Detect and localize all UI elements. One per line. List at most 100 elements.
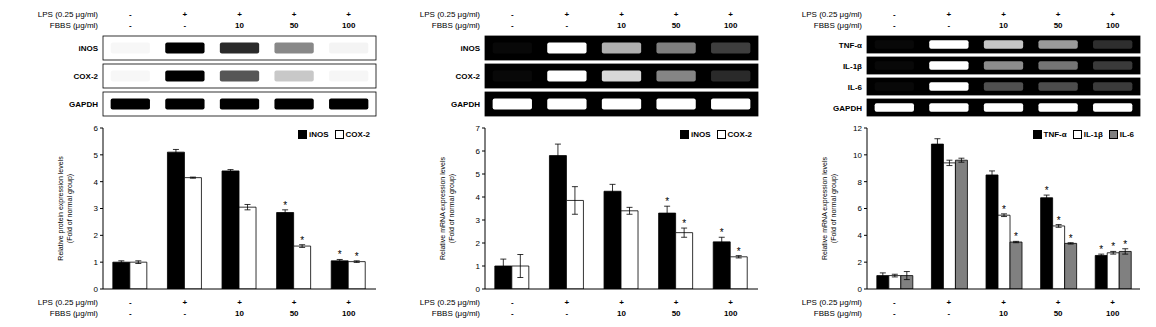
svg-text:+: +	[1001, 10, 1006, 19]
svg-text:+: +	[183, 10, 188, 19]
svg-text:50: 50	[290, 309, 299, 318]
svg-text:5: 5	[94, 151, 99, 160]
svg-text:+: +	[728, 298, 733, 307]
svg-text:+: +	[237, 10, 242, 19]
svg-text:2: 2	[476, 239, 481, 248]
svg-text:10: 10	[235, 309, 244, 318]
svg-text:+: +	[346, 298, 351, 307]
svg-text:-: -	[511, 21, 514, 30]
svg-text:10: 10	[617, 21, 626, 30]
svg-text:1: 1	[476, 262, 481, 271]
svg-text:FBBS (μg/ml): FBBS (μg/ml)	[814, 309, 863, 318]
svg-text:COX-2: COX-2	[74, 72, 99, 81]
svg-text:*: *	[1069, 233, 1073, 244]
svg-text:LPS (0.25 μg/ml): LPS (0.25 μg/ml)	[38, 10, 99, 19]
svg-text:10: 10	[999, 309, 1008, 318]
svg-text:0: 0	[858, 285, 863, 294]
svg-text:50: 50	[290, 21, 299, 30]
svg-text:-: -	[566, 21, 569, 30]
svg-text:+: +	[619, 10, 624, 19]
svg-text:4: 4	[858, 231, 863, 240]
svg-text:2: 2	[858, 258, 863, 267]
svg-text:*: *	[1002, 204, 1006, 215]
svg-text:+: +	[1110, 10, 1115, 19]
svg-text:100: 100	[724, 21, 738, 30]
svg-text:iNOS: iNOS	[78, 44, 98, 53]
svg-text:LPS (0.25 μg/ml): LPS (0.25 μg/ml)	[802, 298, 863, 307]
svg-text:1: 1	[94, 258, 99, 267]
svg-text:3: 3	[476, 216, 481, 225]
svg-text:FBBS (μg/ml): FBBS (μg/ml)	[50, 21, 99, 30]
svg-text:*: *	[338, 249, 342, 260]
svg-text:*: *	[1099, 244, 1103, 255]
svg-text:FBBS (μg/ml): FBBS (μg/ml)	[432, 309, 481, 318]
svg-text:0: 0	[476, 285, 481, 294]
svg-text:FBBS (μg/ml): FBBS (μg/ml)	[814, 21, 863, 30]
svg-text:*: *	[355, 251, 359, 262]
svg-text:6: 6	[858, 204, 863, 213]
svg-text:Relative protein expression le: Relative protein expression levels(Fold …	[57, 156, 74, 261]
svg-text:6: 6	[94, 124, 99, 133]
svg-text:0: 0	[94, 285, 99, 294]
svg-text:GAPDH: GAPDH	[451, 100, 480, 109]
svg-text:GAPDH: GAPDH	[69, 100, 98, 109]
svg-text:4: 4	[476, 193, 481, 202]
svg-text:+: +	[292, 298, 297, 307]
svg-text:+: +	[728, 10, 733, 19]
svg-text:10: 10	[617, 309, 626, 318]
svg-text:+: +	[1056, 10, 1061, 19]
svg-text:*: *	[737, 246, 741, 257]
svg-text:-: -	[184, 309, 187, 318]
svg-text:-: -	[129, 298, 132, 307]
svg-text:-: -	[893, 21, 896, 30]
svg-text:iNOS: iNOS	[460, 44, 480, 53]
svg-text:+: +	[565, 298, 570, 307]
svg-text:2: 2	[94, 231, 99, 240]
svg-text:-: -	[129, 21, 132, 30]
svg-text:100: 100	[1106, 309, 1120, 318]
svg-text:FBBS (μg/ml): FBBS (μg/ml)	[50, 309, 99, 318]
svg-text:COX-2: COX-2	[456, 72, 481, 81]
svg-text:-: -	[511, 309, 514, 318]
svg-text:*: *	[1111, 241, 1115, 252]
svg-text:+: +	[1001, 298, 1006, 307]
svg-text:IL-6: IL-6	[848, 83, 863, 92]
svg-text:+: +	[674, 10, 679, 19]
svg-text:-: -	[893, 10, 896, 19]
svg-text:100: 100	[342, 21, 356, 30]
svg-text:+: +	[947, 298, 952, 307]
svg-text:-: -	[184, 21, 187, 30]
svg-text:LPS (0.25 μg/ml): LPS (0.25 μg/ml)	[802, 10, 863, 19]
svg-text:-: -	[129, 10, 132, 19]
svg-text:10: 10	[235, 21, 244, 30]
svg-text:8: 8	[858, 178, 863, 187]
svg-text:*: *	[300, 235, 304, 246]
svg-text:*: *	[1057, 215, 1061, 226]
svg-text:*: *	[283, 200, 287, 211]
svg-text:+: +	[346, 10, 351, 19]
svg-text:LPS (0.25 μg/ml): LPS (0.25 μg/ml)	[420, 10, 481, 19]
svg-text:Relative mRNA expression level: Relative mRNA expression levels(Fold of …	[439, 156, 456, 260]
svg-text:Relative mRNA expression level: Relative mRNA expression levels(Fold of …	[821, 156, 838, 260]
svg-text:50: 50	[1054, 21, 1063, 30]
svg-text:-: -	[511, 10, 514, 19]
svg-text:+: +	[292, 10, 297, 19]
svg-text:50: 50	[672, 21, 681, 30]
svg-text:+: +	[565, 10, 570, 19]
svg-text:+: +	[183, 298, 188, 307]
svg-text:-: -	[948, 21, 951, 30]
svg-text:-: -	[948, 309, 951, 318]
svg-text:LPS (0.25 μg/ml): LPS (0.25 μg/ml)	[38, 298, 99, 307]
svg-text:*: *	[665, 196, 669, 207]
svg-text:GAPDH: GAPDH	[833, 104, 862, 113]
svg-text:-: -	[566, 309, 569, 318]
svg-text:FBBS (μg/ml): FBBS (μg/ml)	[432, 21, 481, 30]
svg-text:-: -	[893, 309, 896, 318]
svg-text:*: *	[1014, 231, 1018, 242]
svg-text:-: -	[511, 298, 514, 307]
svg-text:-: -	[129, 309, 132, 318]
svg-text:IL-1β: IL-1β	[843, 62, 862, 71]
svg-text:+: +	[947, 10, 952, 19]
svg-text:3: 3	[94, 204, 99, 213]
svg-text:LPS (0.25 μg/ml): LPS (0.25 μg/ml)	[420, 298, 481, 307]
